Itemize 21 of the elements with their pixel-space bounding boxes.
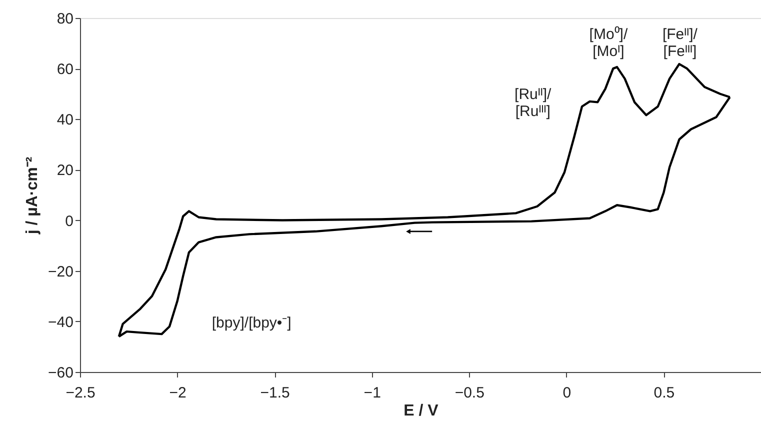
annotation: [bpy]/[bpy•⁻]	[212, 314, 292, 332]
y-tick-label: 80	[56, 10, 74, 28]
y-tick-label: 40	[56, 112, 74, 129]
x-tick-label: −0.5	[454, 384, 484, 402]
annotation: [Feᴵᴵ]/ [Feᴵᴵᴵ]	[662, 26, 698, 60]
x-tick-label: −2	[169, 384, 186, 402]
y-tick-label: 0	[65, 212, 74, 230]
y-tick-label: −60	[48, 364, 74, 382]
x-tick-label: −2.5	[66, 384, 96, 402]
y-axis-title: j / µA·cm⁻²	[24, 156, 42, 236]
y-tick-label: 20	[56, 162, 74, 180]
annotation: [Mo⁰]/ [Moᴵ]	[589, 26, 628, 60]
y-tick-label: −20	[48, 263, 74, 280]
x-tick-label: −1	[364, 384, 381, 402]
y-tick-label: −40	[48, 314, 74, 331]
x-tick-label: 0.5	[654, 384, 675, 402]
x-tick-label: 0	[562, 384, 572, 402]
x-tick-label: −1.5	[260, 384, 290, 402]
annotation: [Ruᴵᴵ]/ [Ruᴵᴵᴵ]	[514, 86, 552, 120]
y-tick-label: 60	[56, 61, 74, 78]
x-axis-title: E / V	[404, 402, 439, 420]
